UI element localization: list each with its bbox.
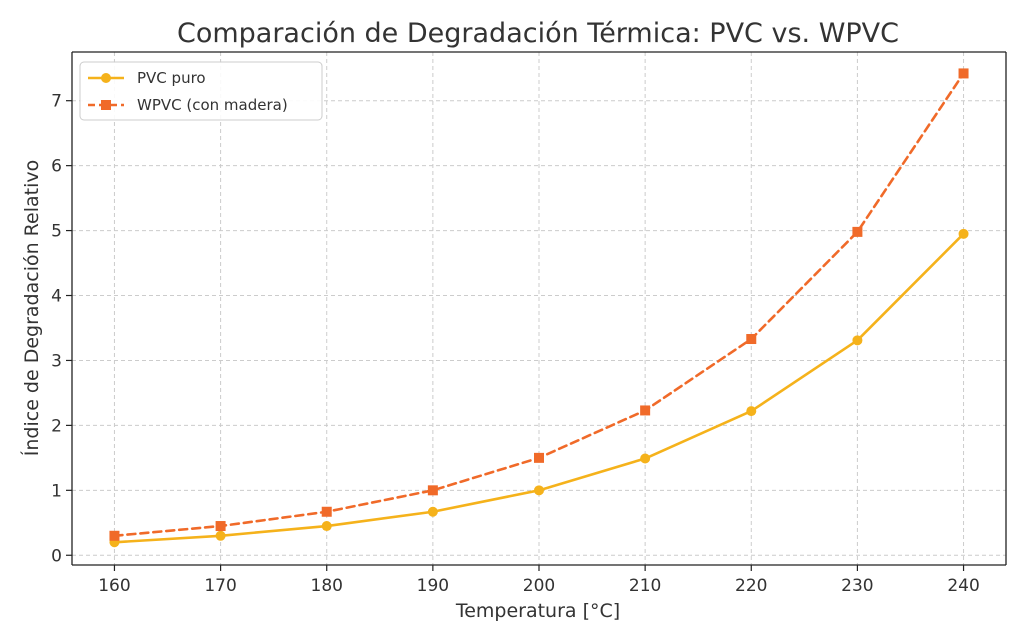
legend-label: WPVC (con madera) (137, 96, 288, 114)
x-tick-label: 220 (735, 576, 767, 596)
legend-label: PVC puro (137, 69, 206, 87)
y-tick-label: 7 (51, 92, 62, 112)
x-tick-label: 210 (629, 576, 661, 596)
data-point-circle (321, 521, 332, 532)
legend: PVC puro WPVC (con madera) (79, 61, 323, 121)
data-point-circle (746, 406, 757, 417)
data-point-circle (852, 335, 863, 346)
x-tick-label: 230 (841, 576, 873, 596)
x-tick-label: 200 (523, 576, 555, 596)
y-axis-label: Índice de Degradación Relativo (20, 160, 43, 456)
data-point-circle (427, 506, 438, 517)
legend-marker-square (101, 100, 111, 110)
chart-title: Comparación de Degradación Térmica: PVC … (177, 18, 899, 49)
x-tick-label: 190 (417, 576, 449, 596)
y-tick-label: 6 (51, 157, 62, 177)
data-point-circle (958, 228, 969, 239)
legend-marker-circle (101, 73, 111, 83)
y-tick-label: 0 (51, 546, 62, 566)
y-tick-label: 2 (51, 416, 62, 436)
data-point-square (427, 485, 438, 496)
x-tick-label: 180 (311, 576, 343, 596)
data-point-square (640, 405, 651, 416)
grid (72, 52, 1006, 565)
series-1 (109, 228, 969, 548)
data-point-square (958, 68, 969, 79)
x-tick-label: 160 (98, 576, 130, 596)
y-tick-label: 4 (51, 287, 62, 307)
ticks: 160 170 180 190 200 210 220 230 240 0 1 2 3 4 5 6 7 (51, 92, 980, 596)
y-tick-label: 1 (51, 481, 62, 501)
legend-entry-1: PVC puro (88, 69, 206, 87)
data-point-circle (215, 530, 226, 541)
data-point-square (534, 452, 544, 463)
data-point-square (852, 226, 863, 237)
series-layer (109, 68, 969, 548)
series-2 (109, 68, 969, 541)
y-tick-label: 3 (51, 351, 62, 371)
data-point-circle (640, 453, 651, 464)
data-point-square (109, 530, 120, 541)
x-axis-label: Temperatura [°C] (455, 600, 620, 622)
data-point-square (321, 506, 332, 517)
y-tick-label: 5 (51, 222, 62, 242)
legend-box (79, 61, 323, 121)
x-tick-label: 170 (204, 576, 236, 596)
legend-items: PVC puro WPVC (con madera) (88, 69, 288, 114)
data-point-square (746, 334, 757, 345)
legend-entry-2: WPVC (con madera) (88, 96, 288, 114)
data-point-circle (534, 485, 544, 496)
data-point-square (215, 521, 226, 532)
x-tick-label: 240 (947, 576, 979, 596)
